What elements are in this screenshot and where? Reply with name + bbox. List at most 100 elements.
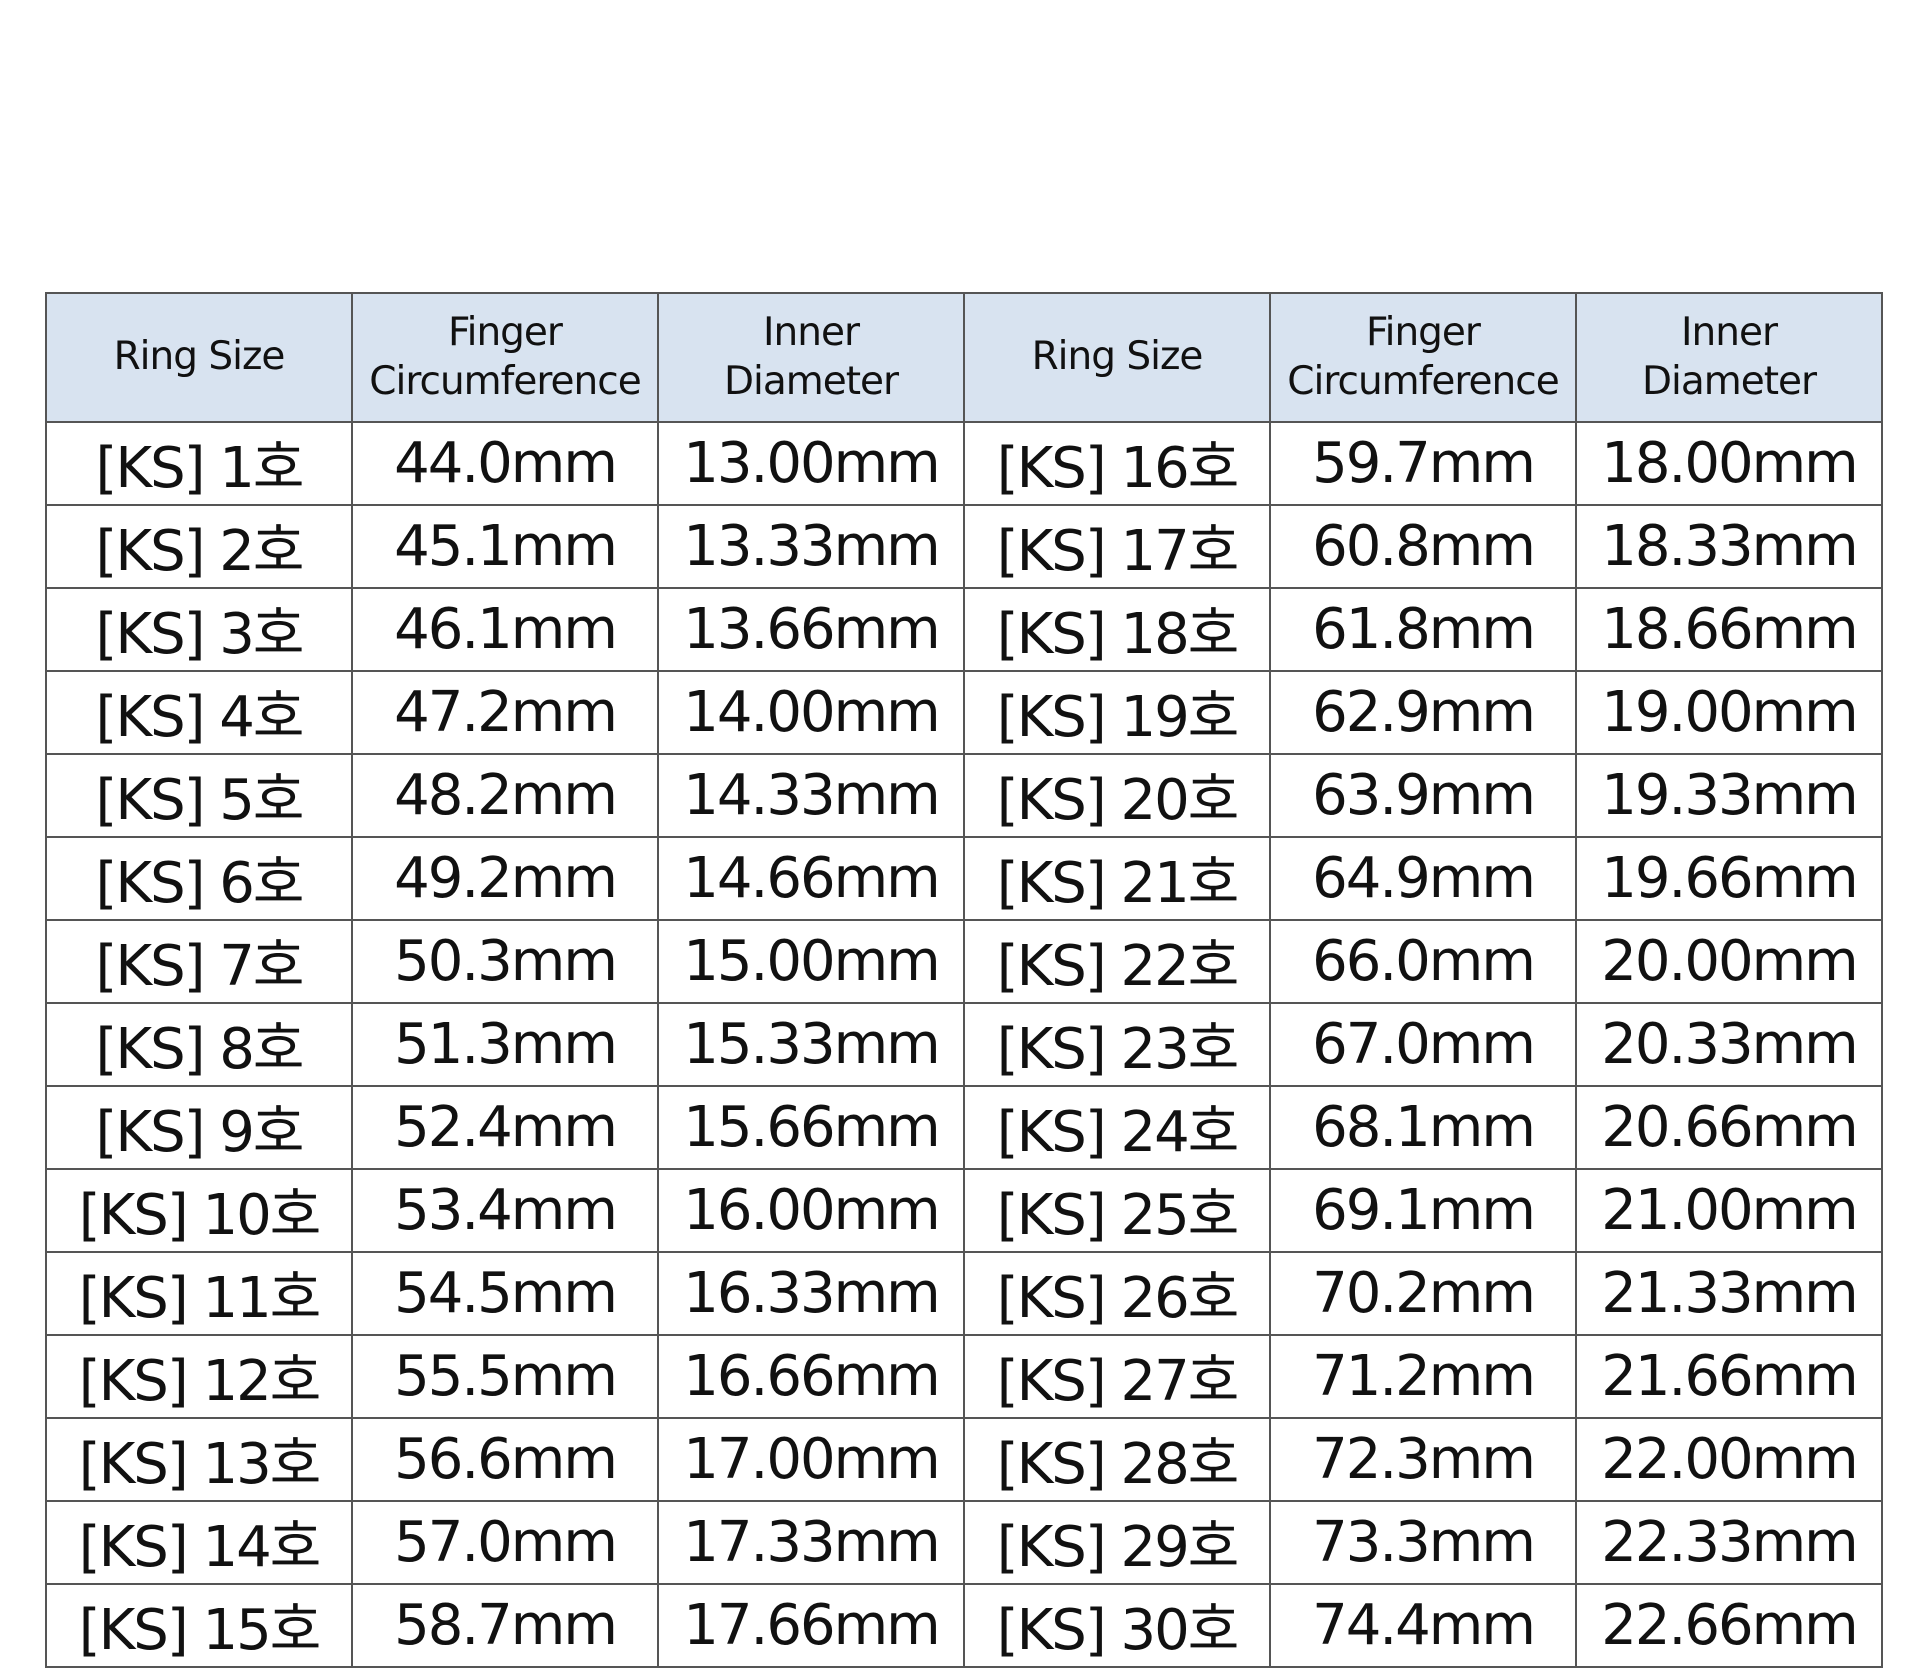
finger-circumference-cell: 72.3mm xyxy=(1269,1417,1577,1502)
finger-circumference-cell: 66.0mm xyxy=(1269,919,1577,1004)
inner-diameter-cell: 19.33mm xyxy=(1575,753,1883,838)
inner-diameter-cell: 16.00mm xyxy=(657,1168,965,1253)
header-finger-circumference: Finger Circumference xyxy=(1269,292,1577,423)
table-row: [KS] 9호 52.4mm 15.66mm [KS] 24호 68.1mm 20.66m… xyxy=(45,1085,1883,1170)
ring-size-cell: [KS] 5호 xyxy=(45,753,353,838)
inner-diameter-cell: 20.33mm xyxy=(1575,1002,1883,1087)
finger-circumference-cell: 53.4mm xyxy=(351,1168,659,1253)
inner-diameter-cell: 13.33mm xyxy=(657,504,965,589)
inner-diameter-cell: 13.00mm xyxy=(657,421,965,506)
ring-size-cell: [KS] 15호 xyxy=(45,1583,353,1668)
inner-diameter-cell: 18.00mm xyxy=(1575,421,1883,506)
ring-size-cell: [KS] 17호 xyxy=(963,504,1271,589)
table-row: [KS] 7호 50.3mm 15.00mm [KS] 22호 66.0mm 20.00m… xyxy=(45,919,1883,1004)
ring-size-cell: [KS] 18호 xyxy=(963,587,1271,672)
ring-size-cell: [KS] 19호 xyxy=(963,670,1271,755)
ring-size-cell: [KS] 28호 xyxy=(963,1417,1271,1502)
table-row: [KS] 3호 46.1mm 13.66mm [KS] 18호 61.8mm 18.66m… xyxy=(45,587,1883,672)
table-row: [KS] 6호 49.2mm 14.66mm [KS] 21호 64.9mm 19.66m… xyxy=(45,836,1883,921)
ring-size-cell: [KS] 12호 xyxy=(45,1334,353,1419)
header-inner-diameter: Inner Diameter xyxy=(657,292,965,423)
finger-circumference-cell: 73.3mm xyxy=(1269,1500,1577,1585)
finger-circumference-cell: 46.1mm xyxy=(351,587,659,672)
finger-circumference-cell: 48.2mm xyxy=(351,753,659,838)
ring-size-cell: [KS] 24호 xyxy=(963,1085,1271,1170)
ring-size-cell: [KS] 3호 xyxy=(45,587,353,672)
ring-size-cell: [KS] 21호 xyxy=(963,836,1271,921)
finger-circumference-cell: 74.4mm xyxy=(1269,1583,1577,1668)
finger-circumference-cell: 58.7mm xyxy=(351,1583,659,1668)
inner-diameter-cell: 14.00mm xyxy=(657,670,965,755)
ring-size-cell: [KS] 1호 xyxy=(45,421,353,506)
finger-circumference-cell: 59.7mm xyxy=(1269,421,1577,506)
table-row: [KS] 12호 55.5mm 16.66mm [KS] 27호 71.2mm 21.66… xyxy=(45,1334,1883,1419)
ring-size-cell: [KS] 26호 xyxy=(963,1251,1271,1336)
inner-diameter-cell: 22.33mm xyxy=(1575,1500,1883,1585)
inner-diameter-cell: 16.33mm xyxy=(657,1251,965,1336)
ring-size-cell: [KS] 8호 xyxy=(45,1002,353,1087)
table-row: [KS] 8호 51.3mm 15.33mm [KS] 23호 67.0mm 20.33m… xyxy=(45,1002,1883,1087)
inner-diameter-cell: 20.00mm xyxy=(1575,919,1883,1004)
inner-diameter-cell: 22.66mm xyxy=(1575,1583,1883,1668)
finger-circumference-cell: 51.3mm xyxy=(351,1002,659,1087)
ring-size-cell: [KS] 10호 xyxy=(45,1168,353,1253)
inner-diameter-cell: 15.00mm xyxy=(657,919,965,1004)
finger-circumference-cell: 68.1mm xyxy=(1269,1085,1577,1170)
finger-circumference-cell: 60.8mm xyxy=(1269,504,1577,589)
header-ring-size: Ring Size xyxy=(963,292,1271,423)
inner-diameter-cell: 19.00mm xyxy=(1575,670,1883,755)
ring-size-cell: [KS] 9호 xyxy=(45,1085,353,1170)
ring-size-cell: [KS] 27호 xyxy=(963,1334,1271,1419)
inner-diameter-cell: 17.33mm xyxy=(657,1500,965,1585)
table-row: [KS] 11호 54.5mm 16.33mm [KS] 26호 70.2mm 21.33… xyxy=(45,1251,1883,1336)
finger-circumference-cell: 54.5mm xyxy=(351,1251,659,1336)
inner-diameter-cell: 21.00mm xyxy=(1575,1168,1883,1253)
finger-circumference-cell: 44.0mm xyxy=(351,421,659,506)
inner-diameter-cell: 21.33mm xyxy=(1575,1251,1883,1336)
inner-diameter-cell: 18.33mm xyxy=(1575,504,1883,589)
ring-size-cell: [KS] 6호 xyxy=(45,836,353,921)
inner-diameter-cell: 19.66mm xyxy=(1575,836,1883,921)
ring-size-cell: [KS] 4호 xyxy=(45,670,353,755)
finger-circumference-cell: 63.9mm xyxy=(1269,753,1577,838)
table-row: [KS] 15호 58.7mm 17.66mm [KS] 30호 74.4mm 22.66… xyxy=(45,1583,1883,1668)
inner-diameter-cell: 13.66mm xyxy=(657,587,965,672)
ring-size-cell: [KS] 20호 xyxy=(963,753,1271,838)
inner-diameter-cell: 16.66mm xyxy=(657,1334,965,1419)
finger-circumference-cell: 57.0mm xyxy=(351,1500,659,1585)
table-row: [KS] 1호 44.0mm 13.00mm [KS] 16호 59.7mm 18.00m… xyxy=(45,421,1883,506)
ring-size-cell: [KS] 30호 xyxy=(963,1583,1271,1668)
ring-size-cell: [KS] 23호 xyxy=(963,1002,1271,1087)
inner-diameter-cell: 17.00mm xyxy=(657,1417,965,1502)
inner-diameter-cell: 15.33mm xyxy=(657,1002,965,1087)
inner-diameter-cell: 22.00mm xyxy=(1575,1417,1883,1502)
inner-diameter-cell: 17.66mm xyxy=(657,1583,965,1668)
table-row: [KS] 14호 57.0mm 17.33mm [KS] 29호 73.3mm 22.33… xyxy=(45,1500,1883,1585)
inner-diameter-cell: 15.66mm xyxy=(657,1085,965,1170)
ring-size-cell: [KS] 22호 xyxy=(963,919,1271,1004)
finger-circumference-cell: 62.9mm xyxy=(1269,670,1577,755)
table-row: [KS] 13호 56.6mm 17.00mm [KS] 28호 72.3mm 22.00… xyxy=(45,1417,1883,1502)
finger-circumference-cell: 61.8mm xyxy=(1269,587,1577,672)
finger-circumference-cell: 52.4mm xyxy=(351,1085,659,1170)
table-row: [KS] 4호 47.2mm 14.00mm [KS] 19호 62.9mm 19.00m… xyxy=(45,670,1883,755)
finger-circumference-cell: 47.2mm xyxy=(351,670,659,755)
header-finger-circumference: Finger Circumference xyxy=(351,292,659,423)
finger-circumference-cell: 49.2mm xyxy=(351,836,659,921)
finger-circumference-cell: 45.1mm xyxy=(351,504,659,589)
inner-diameter-cell: 20.66mm xyxy=(1575,1085,1883,1170)
finger-circumference-cell: 56.6mm xyxy=(351,1417,659,1502)
inner-diameter-cell: 14.33mm xyxy=(657,753,965,838)
header-row: Ring Size Finger Circumference Inner Diame… xyxy=(45,292,1883,423)
ring-size-cell: [KS] 13호 xyxy=(45,1417,353,1502)
ring-size-cell: [KS] 25호 xyxy=(963,1168,1271,1253)
ring-size-cell: [KS] 14호 xyxy=(45,1500,353,1585)
header-ring-size: Ring Size xyxy=(45,292,353,423)
finger-circumference-cell: 55.5mm xyxy=(351,1334,659,1419)
finger-circumference-cell: 67.0mm xyxy=(1269,1002,1577,1087)
ring-size-cell: [KS] 29호 xyxy=(963,1500,1271,1585)
ring-size-cell: [KS] 11호 xyxy=(45,1251,353,1336)
table-row: [KS] 5호 48.2mm 14.33mm [KS] 20호 63.9mm 19.33m… xyxy=(45,753,1883,838)
finger-circumference-cell: 70.2mm xyxy=(1269,1251,1577,1336)
inner-diameter-cell: 18.66mm xyxy=(1575,587,1883,672)
